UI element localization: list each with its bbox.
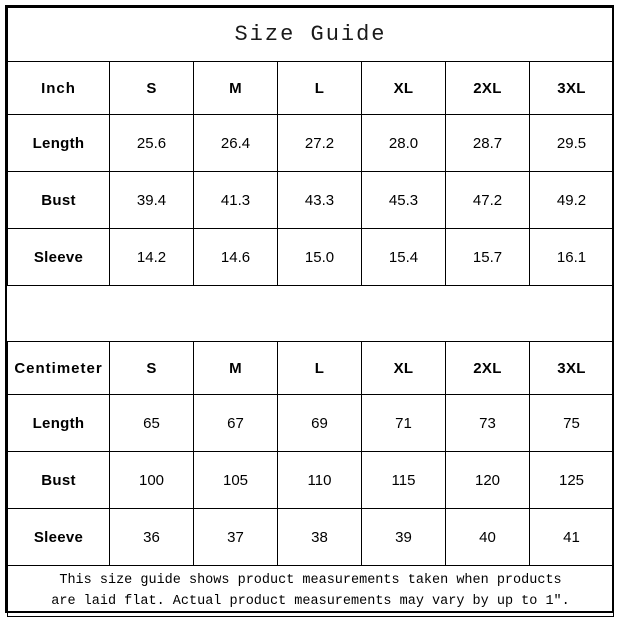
cm-bust-l: 110	[277, 451, 362, 509]
inch-length-m: 26.4	[193, 114, 278, 172]
inch-sleeve-xl: 15.4	[361, 228, 446, 286]
table-row: Sleeve 14.2 14.6 15.0 15.4 15.7 16.1	[7, 228, 615, 286]
size-guide-panel: Size Guide Inch S M L XL 2XL 3XL Length …	[5, 5, 615, 617]
cm-row-label-length: Length	[7, 394, 110, 452]
cm-size-header-l: L	[277, 341, 362, 395]
table-row: Length 25.6 26.4 27.2 28.0 28.7 29.5	[7, 114, 615, 172]
cm-sleeve-m: 37	[193, 508, 278, 566]
inch-bust-xl: 45.3	[361, 171, 446, 229]
inch-sleeve-m: 14.6	[193, 228, 278, 286]
inch-length-l: 27.2	[277, 114, 362, 172]
table-row: Sleeve 36 37 38 39 40 41	[7, 508, 615, 566]
inch-size-header-l: L	[277, 61, 362, 115]
cm-size-header-m: M	[193, 341, 278, 395]
cm-bust-2xl: 120	[445, 451, 530, 509]
inch-size-header-m: M	[193, 61, 278, 115]
table-row: Length 65 67 69 71 73 75	[7, 394, 615, 452]
inch-length-3xl: 29.5	[528, 114, 615, 172]
inch-sleeve-l: 15.0	[277, 228, 362, 286]
cm-bust-xl: 115	[361, 451, 446, 509]
footer-note-row: This size guide shows product measuremen…	[6, 565, 615, 617]
cm-sleeve-3xl: 41	[528, 508, 615, 566]
cm-row-label-sleeve: Sleeve	[7, 508, 110, 566]
cm-size-header-s: S	[109, 341, 194, 395]
cm-length-s: 65	[109, 394, 194, 452]
cm-sleeve-s: 36	[109, 508, 194, 566]
inch-sleeve-3xl: 16.1	[528, 228, 615, 286]
cm-sleeve-2xl: 40	[445, 508, 530, 566]
title-row: Size Guide	[6, 7, 615, 62]
inch-size-header-3xl: 3XL	[528, 61, 615, 115]
inch-bust-s: 39.4	[109, 171, 194, 229]
inch-length-xl: 28.0	[361, 114, 446, 172]
cm-row-label-bust: Bust	[7, 451, 110, 509]
table-row: Bust 100 105 110 115 120 125	[7, 451, 615, 509]
inch-length-s: 25.6	[109, 114, 194, 172]
inch-size-header-s: S	[109, 61, 194, 115]
cm-size-header-xl: XL	[361, 341, 446, 395]
inch-bust-m: 41.3	[193, 171, 278, 229]
inch-bust-l: 43.3	[277, 171, 362, 229]
centimeter-header-row: Centimeter S M L XL 2XL 3XL	[7, 341, 615, 395]
page-title: Size Guide	[6, 7, 615, 62]
size-guide-table: Size Guide Inch S M L XL 2XL 3XL Length …	[6, 7, 615, 617]
table-spacer-cell	[7, 285, 614, 342]
inch-bust-3xl: 49.2	[528, 171, 615, 229]
inch-length-2xl: 28.7	[445, 114, 530, 172]
table-spacer-row	[7, 285, 614, 342]
inch-sleeve-s: 14.2	[109, 228, 194, 286]
cm-length-xl: 71	[361, 394, 446, 452]
inch-size-header-xl: XL	[361, 61, 446, 115]
footer-note: This size guide shows product measuremen…	[6, 565, 615, 617]
cm-length-3xl: 75	[528, 394, 615, 452]
inch-row-label-sleeve: Sleeve	[7, 228, 110, 286]
inch-row-label-length: Length	[7, 114, 110, 172]
cm-length-2xl: 73	[445, 394, 530, 452]
inch-bust-2xl: 47.2	[445, 171, 530, 229]
cm-length-m: 67	[193, 394, 278, 452]
cm-size-header-2xl: 2XL	[445, 341, 530, 395]
cm-bust-s: 100	[109, 451, 194, 509]
inch-size-header-2xl: 2XL	[445, 61, 530, 115]
centimeter-unit-label: Centimeter	[7, 341, 110, 395]
inch-row-label-bust: Bust	[7, 171, 110, 229]
inch-sleeve-2xl: 15.7	[445, 228, 530, 286]
cm-length-l: 69	[277, 394, 362, 452]
inch-unit-label: Inch	[7, 61, 110, 115]
table-row: Bust 39.4 41.3 43.3 45.3 47.2 49.2	[7, 171, 615, 229]
cm-sleeve-xl: 39	[361, 508, 446, 566]
inch-header-row: Inch S M L XL 2XL 3XL	[7, 61, 615, 115]
cm-sleeve-l: 38	[277, 508, 362, 566]
cm-bust-3xl: 125	[528, 451, 615, 509]
cm-bust-m: 105	[193, 451, 278, 509]
cm-size-header-3xl: 3XL	[528, 341, 615, 395]
